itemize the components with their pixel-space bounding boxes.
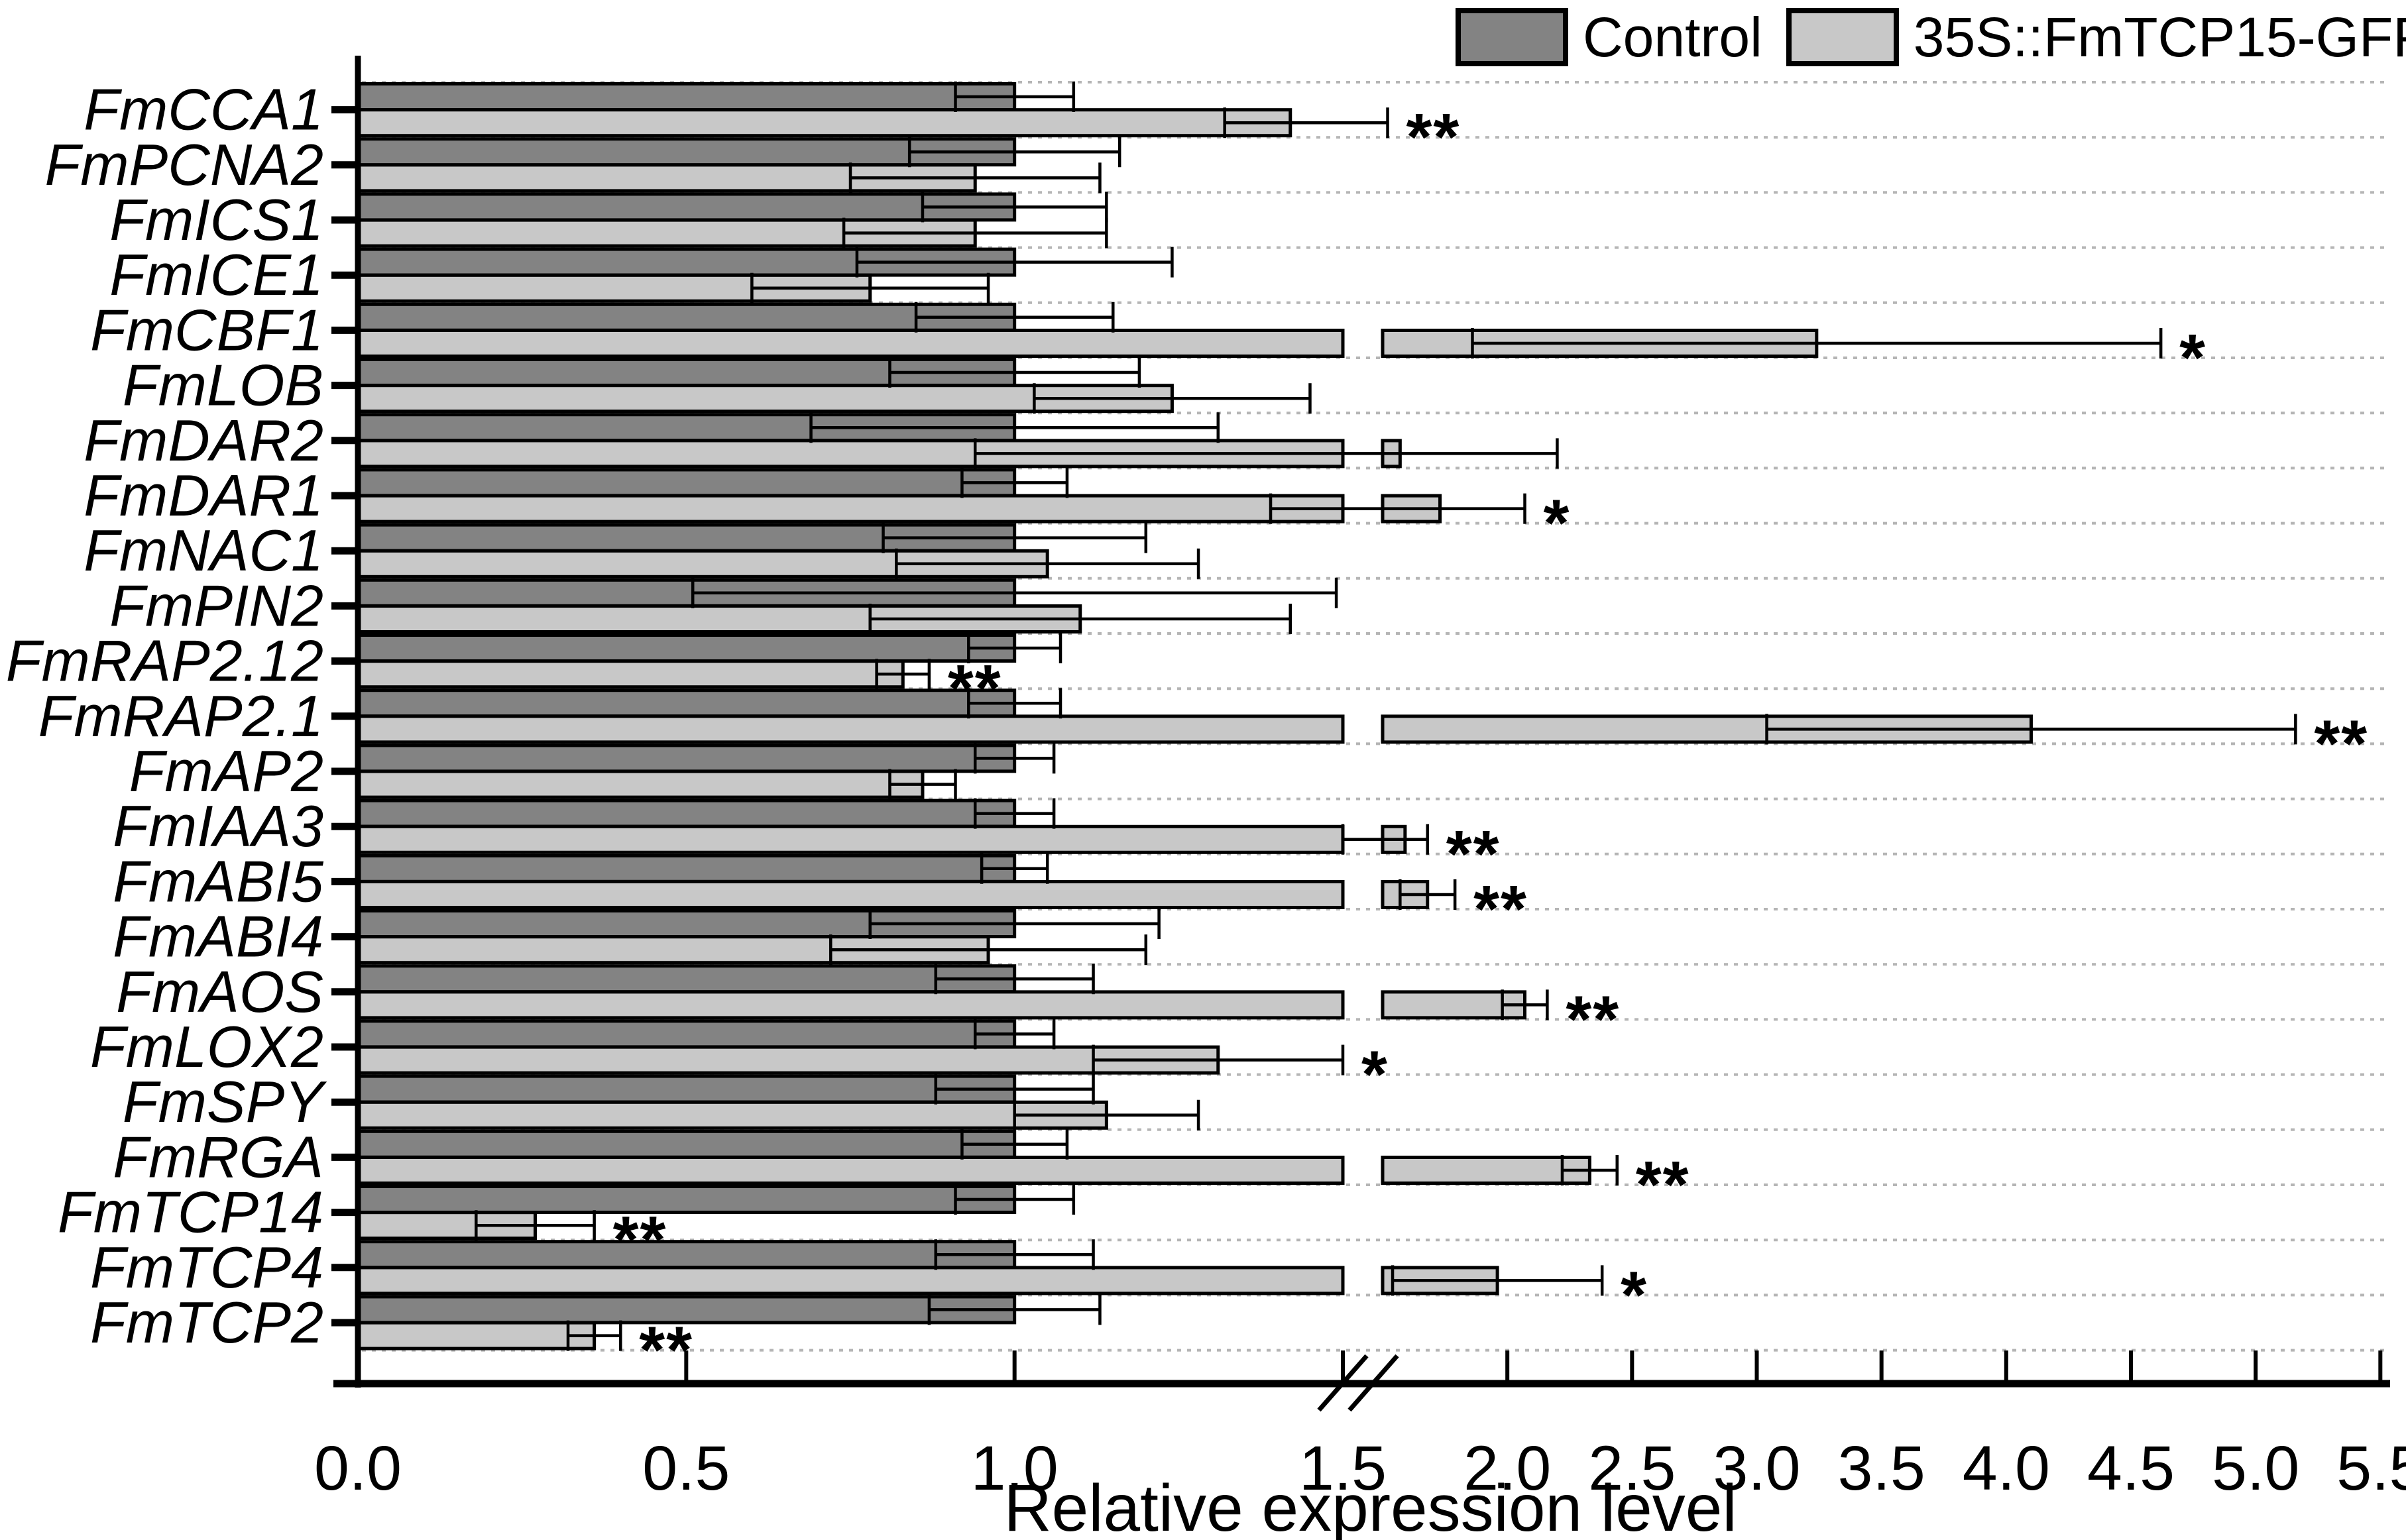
bar-treatment-FmLOX2 bbox=[356, 1045, 1220, 1075]
bar-control-FmSPY bbox=[356, 1074, 1017, 1104]
legend-item-treatment: 35S::FmTCP15-GFP bbox=[1786, 8, 2406, 66]
x-tick-label: 2.5 bbox=[1588, 1433, 1676, 1504]
y-label-FmIAA3: FmIAA3 bbox=[113, 793, 323, 859]
bar-treatment-FmCCA1 bbox=[356, 108, 1292, 138]
y-label-FmTCP4: FmTCP4 bbox=[90, 1235, 323, 1300]
y-label-FmSPY: FmSPY bbox=[123, 1069, 327, 1134]
sig-star-FmTCP2: ** bbox=[639, 1313, 693, 1388]
bar-control-FmDAR1 bbox=[356, 468, 1017, 498]
bar-treatment-FmRAP2.12 bbox=[356, 659, 905, 689]
sig-star-FmCBF1: * bbox=[2179, 321, 2206, 395]
x-tick-label: 5.5 bbox=[2336, 1433, 2406, 1504]
y-label-FmPIN2: FmPIN2 bbox=[109, 573, 323, 638]
sig-star-FmCCA1: ** bbox=[1406, 100, 1461, 174]
axis-break-mark bbox=[1347, 1354, 1399, 1412]
x-tick-label: 0.5 bbox=[642, 1433, 730, 1504]
bar-control-FmAP2 bbox=[356, 743, 1017, 773]
legend-item-control: Control bbox=[1456, 8, 1762, 66]
sig-star-FmLOX2: * bbox=[1361, 1038, 1389, 1112]
x-tick-label: 4.5 bbox=[2087, 1433, 2175, 1504]
bar-treatment-FmRGA bbox=[356, 1156, 1345, 1185]
y-label-FmTCP14: FmTCP14 bbox=[58, 1180, 323, 1245]
y-label-FmCCA1: FmCCA1 bbox=[84, 77, 323, 142]
bar-control-FmCBF1 bbox=[356, 302, 1017, 332]
bar-control-FmTCP4 bbox=[356, 1240, 1017, 1270]
sig-star-FmRGA: ** bbox=[1636, 1148, 1690, 1222]
y-label-FmNAC1: FmNAC1 bbox=[84, 518, 323, 583]
legend-swatch-control bbox=[1456, 8, 1568, 66]
bar-treatment-FmAOS bbox=[356, 990, 1345, 1020]
sig-star-FmIAA3: ** bbox=[1446, 817, 1501, 891]
y-label-FmRGA: FmRGA bbox=[113, 1124, 323, 1189]
axis-break-mark bbox=[1317, 1354, 1369, 1412]
y-label-FmDAR1: FmDAR1 bbox=[84, 463, 323, 528]
y-label-FmAOS: FmAOS bbox=[116, 959, 323, 1024]
bar-treatment-FmTCP4 bbox=[356, 1266, 1345, 1295]
sig-star-FmABI5: ** bbox=[1473, 872, 1528, 946]
y-label-FmICE1: FmICE1 bbox=[109, 242, 323, 307]
x-tick-label: 5.0 bbox=[2212, 1433, 2299, 1504]
bar-treatment-FmRAP2.1 bbox=[356, 714, 1345, 744]
bar-treatment-FmAP2 bbox=[356, 769, 925, 799]
bar-treatment-FmIAA3 bbox=[356, 824, 1345, 854]
y-label-FmDAR2: FmDAR2 bbox=[84, 408, 323, 473]
bar-control-FmRAP2.1 bbox=[356, 688, 1017, 718]
x-tick-label: 1.0 bbox=[971, 1433, 1059, 1504]
y-label-FmABI5: FmABI5 bbox=[113, 848, 324, 914]
legend-swatch-treatment bbox=[1786, 8, 1899, 66]
bar-control-FmCCA1 bbox=[356, 82, 1017, 111]
bar-control-FmABI5 bbox=[356, 853, 1017, 883]
y-label-FmICS1: FmICS1 bbox=[109, 187, 323, 252]
bar-control-FmRGA bbox=[356, 1129, 1017, 1159]
bar-treatment-FmRGA bbox=[1381, 1156, 1591, 1185]
legend-label-control: Control bbox=[1583, 6, 1762, 68]
y-label-FmLOB: FmLOB bbox=[123, 353, 323, 418]
sig-star-FmDAR1: * bbox=[1544, 486, 1571, 561]
x-tick-label: 3.5 bbox=[1838, 1433, 1925, 1504]
bar-treatment-FmTCP2 bbox=[356, 1321, 597, 1350]
bar-treatment-FmABI5 bbox=[356, 880, 1345, 909]
bar-treatment-FmCBF1 bbox=[356, 329, 1345, 358]
y-label-FmAP2: FmAP2 bbox=[129, 738, 323, 804]
bar-control-FmICS1 bbox=[356, 192, 1017, 222]
sig-star-FmRAP2.1: ** bbox=[2314, 706, 2368, 781]
bar-treatment-FmSPY bbox=[356, 1100, 1108, 1130]
y-label-FmLOX2: FmLOX2 bbox=[90, 1014, 323, 1079]
y-label-FmCBF1: FmCBF1 bbox=[90, 297, 323, 362]
bar-control-FmTCP14 bbox=[356, 1185, 1017, 1214]
sig-star-FmAOS: ** bbox=[1566, 982, 1620, 1056]
bar-control-FmAOS bbox=[356, 964, 1017, 994]
bar-control-FmRAP2.12 bbox=[356, 633, 1017, 663]
bar-control-FmIAA3 bbox=[356, 798, 1017, 828]
sig-star-FmTCP4: * bbox=[1621, 1258, 1648, 1332]
x-tick-label: 2.0 bbox=[1463, 1433, 1551, 1504]
y-label-FmPCNA2: FmPCNA2 bbox=[45, 132, 324, 197]
y-label-FmTCP2: FmTCP2 bbox=[90, 1290, 323, 1355]
bar-control-FmLOX2 bbox=[356, 1019, 1017, 1049]
legend: Control 35S::FmTCP15-GFP bbox=[1456, 8, 2406, 66]
x-tick-label: 1.5 bbox=[1299, 1433, 1387, 1504]
y-label-FmRAP2.12: FmRAP2.12 bbox=[6, 628, 323, 694]
x-tick-label: 0.0 bbox=[314, 1433, 402, 1504]
x-axis-title: Relative expression level bbox=[1003, 1471, 1737, 1540]
y-label-FmABI4: FmABI4 bbox=[113, 904, 323, 969]
bar-control-FmTCP2 bbox=[356, 1295, 1017, 1325]
x-tick-label: 3.0 bbox=[1713, 1433, 1800, 1504]
x-tick-label: 4.0 bbox=[1963, 1433, 2050, 1504]
y-label-FmRAP2.1: FmRAP2.1 bbox=[38, 683, 323, 749]
legend-label-treatment: 35S::FmTCP15-GFP bbox=[1913, 6, 2406, 68]
bar-treatment-FmDAR1 bbox=[356, 494, 1345, 523]
